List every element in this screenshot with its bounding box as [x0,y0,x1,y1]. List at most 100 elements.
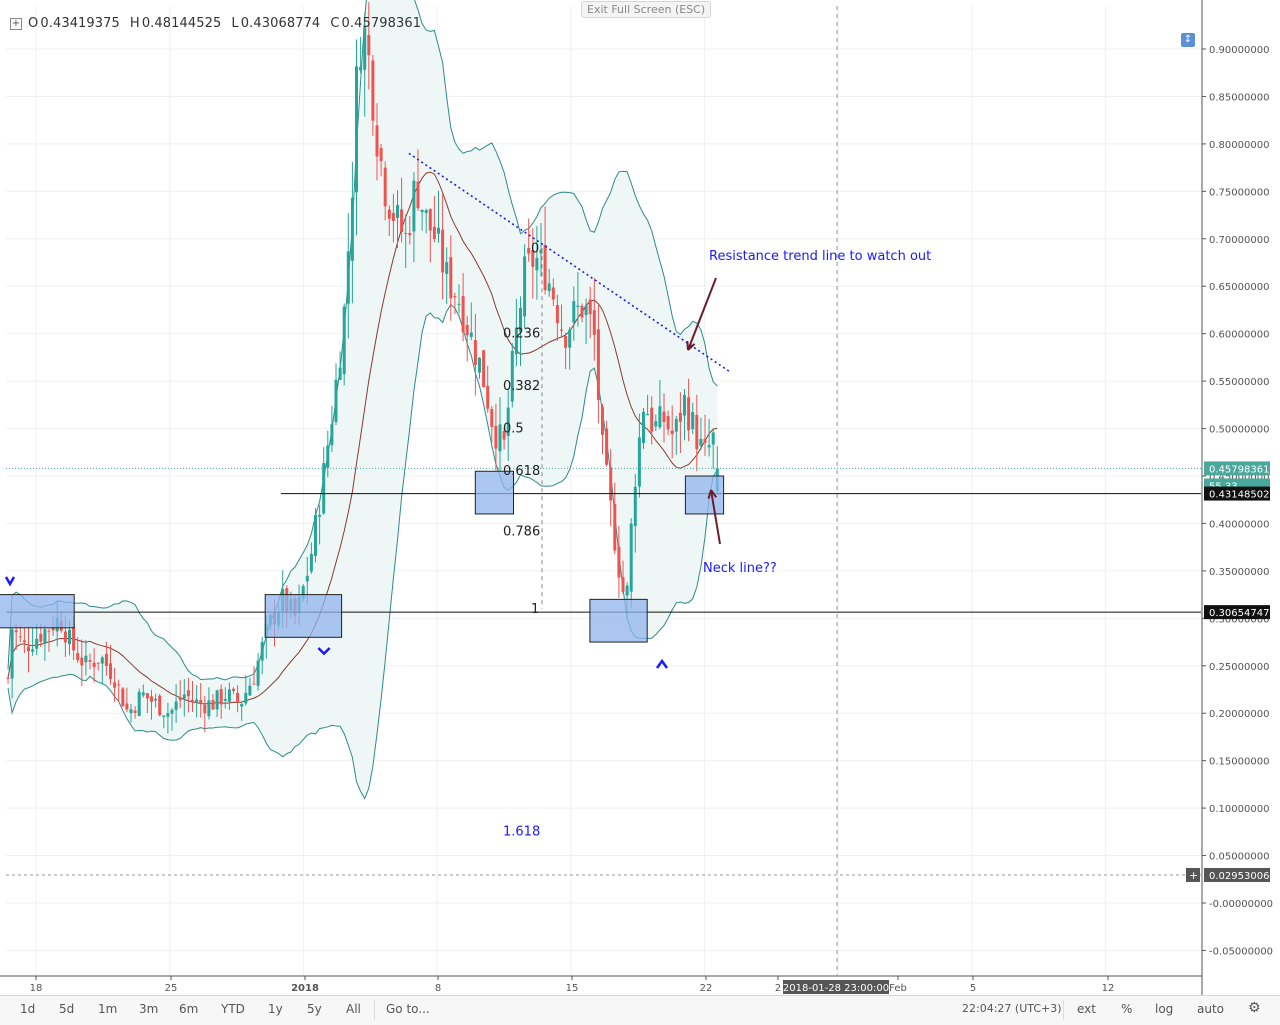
candle-body [18,636,22,638]
candle [506,388,510,461]
candle [408,215,412,245]
percent-scale-toggle[interactable]: % [1121,1002,1133,1016]
price-tick-label: 0.55000000 [1209,377,1269,388]
candle-body [633,486,637,527]
candle-body [588,299,592,315]
candle-body [367,34,371,56]
candle [560,304,563,338]
candle-body [613,503,617,551]
candle [396,190,399,249]
range-3m-button[interactable]: 3m [139,1002,159,1016]
low-label: L [231,16,239,31]
fib-ext-plus-icon: + [1186,867,1200,882]
auto-scale-toggle[interactable]: auto [1197,1002,1225,1016]
candle [666,410,670,436]
candle-body [396,204,399,218]
candle-body [400,209,404,233]
candle [109,644,112,685]
candle [371,54,375,136]
price-tick-label: 0.15000000 [1209,757,1269,768]
candle [80,639,84,686]
candle [375,103,379,181]
candle-body [703,438,707,444]
candle-body [363,27,367,70]
candle-body [195,699,199,703]
candle [170,707,174,731]
candle [248,677,252,697]
zone-box [264,594,343,638]
candle [158,694,162,717]
candle [207,687,211,720]
range-5y-button[interactable]: 5y [307,1002,322,1016]
candle-body [137,691,141,717]
candle-body [166,713,170,717]
candle-body [408,233,412,236]
candle [482,349,486,388]
zone-box [684,475,725,515]
resistance-arrow-shaft [687,277,717,351]
range-6m-button[interactable]: 6m [179,1002,199,1016]
support-price-tag-text: 0.30654747 [1209,608,1269,619]
left-chevron-icon [317,647,331,656]
time-tick-label: 5 [970,983,976,994]
candle [465,316,469,362]
scale-toggle-icon[interactable]: ↕ [1181,33,1195,47]
candle [27,626,30,673]
log-scale-toggle[interactable]: log [1155,1002,1174,1016]
candle [584,298,588,345]
zone-box [589,598,648,643]
legend-collapse-icon[interactable]: + [10,18,22,30]
candle [576,271,580,327]
current-price-tag-text: 0.45798361 [1209,464,1269,475]
candle-body [68,629,71,645]
fib-level-label: 1.618 [503,825,540,840]
candle [490,406,494,443]
candle [572,286,576,341]
candle-body [416,181,420,209]
range-1y-button[interactable]: 1y [268,1002,283,1016]
zone-box [474,470,514,515]
candle-body [63,631,67,643]
range-all-button[interactable]: All [346,1002,361,1016]
fib-level-label: 0.5 [503,422,524,437]
candle [174,684,178,723]
candle [162,715,166,729]
candle-body [359,66,363,71]
range-5d-button[interactable]: 5d [59,1002,75,1016]
range-1m-button[interactable]: 1m [98,1002,118,1016]
candle-body [76,652,80,661]
candle-body [47,630,51,632]
exit-fullscreen-button[interactable]: Exit Full Screen (ESC) [581,1,712,18]
candle-body [248,685,252,696]
candle [605,420,609,467]
candle [437,190,440,243]
candle [318,504,322,545]
candle-body [391,212,395,222]
candle-body [490,409,494,427]
candle-body [14,630,18,633]
candle [256,653,260,691]
candle [47,628,51,652]
candle-body [375,125,379,157]
extended-hours-toggle[interactable]: ext [1077,1002,1096,1016]
gear-icon[interactable]: ⚙ [1248,1000,1261,1016]
candle [601,403,604,455]
candle-body [346,251,350,304]
zone-box [0,594,75,629]
candle-body [121,688,125,707]
range-ytd-button[interactable]: YTD [221,1002,245,1016]
candle-body [625,585,629,596]
sma-line [7,171,718,705]
candle [498,396,502,473]
chart-canvas[interactable]: 0 0.236 0.382 0.5 0.618 0.786 1 1.618 Resistanc… [0,0,1280,995]
goto-button[interactable]: Go to... [386,1002,430,1016]
candle-body [527,247,531,254]
candle [678,392,682,454]
candle-body [478,357,481,373]
range-1d-button[interactable]: 1d [20,1002,36,1016]
price-tick-label: 0.75000000 [1209,187,1269,198]
candle [96,662,100,671]
candle [539,223,543,277]
candle [461,273,465,342]
candle [113,667,117,702]
